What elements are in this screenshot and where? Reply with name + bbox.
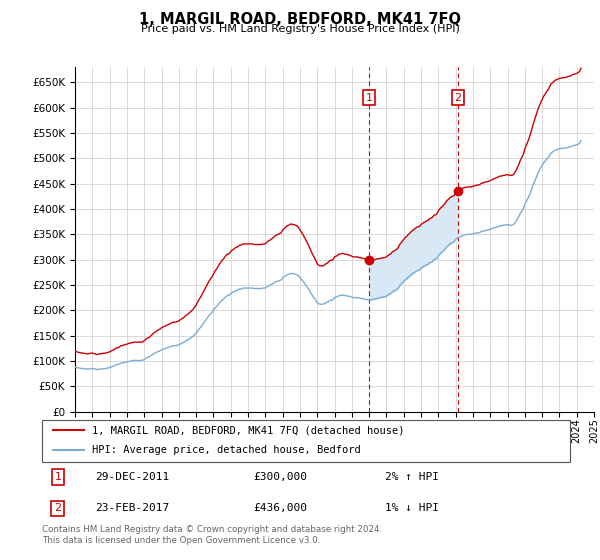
- Text: 1: 1: [55, 472, 61, 482]
- Text: 2: 2: [54, 503, 61, 514]
- Text: HPI: Average price, detached house, Bedford: HPI: Average price, detached house, Bedf…: [92, 445, 361, 455]
- Text: Contains HM Land Registry data © Crown copyright and database right 2024.
This d: Contains HM Land Registry data © Crown c…: [42, 525, 382, 545]
- Text: 29-DEC-2011: 29-DEC-2011: [95, 472, 169, 482]
- Text: Price paid vs. HM Land Registry's House Price Index (HPI): Price paid vs. HM Land Registry's House …: [140, 24, 460, 34]
- Text: 1, MARGIL ROAD, BEDFORD, MK41 7FQ: 1, MARGIL ROAD, BEDFORD, MK41 7FQ: [139, 12, 461, 27]
- Text: 23-FEB-2017: 23-FEB-2017: [95, 503, 169, 514]
- Text: 1% ↓ HPI: 1% ↓ HPI: [385, 503, 439, 514]
- Text: £436,000: £436,000: [253, 503, 307, 514]
- Text: 1: 1: [365, 92, 373, 102]
- Text: £300,000: £300,000: [253, 472, 307, 482]
- Text: 2: 2: [454, 92, 461, 102]
- FancyBboxPatch shape: [42, 420, 570, 462]
- Text: 2% ↑ HPI: 2% ↑ HPI: [385, 472, 439, 482]
- Text: 1, MARGIL ROAD, BEDFORD, MK41 7FQ (detached house): 1, MARGIL ROAD, BEDFORD, MK41 7FQ (detac…: [92, 425, 404, 435]
